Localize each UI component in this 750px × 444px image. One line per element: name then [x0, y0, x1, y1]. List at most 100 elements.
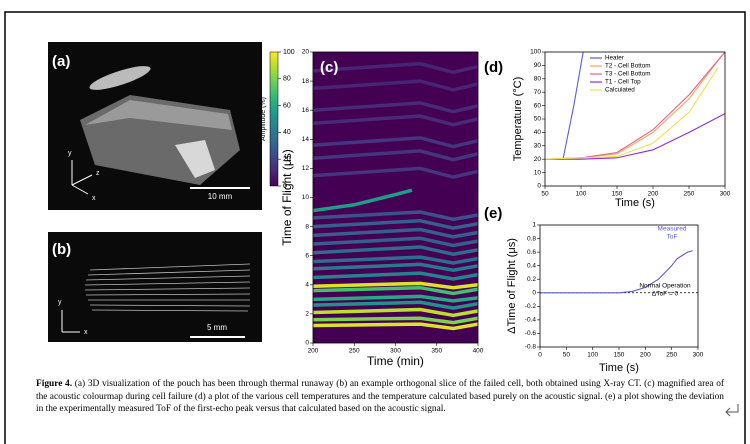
x-tick-label: 100	[587, 352, 598, 359]
echo-band	[313, 101, 478, 114]
x-tick-label: 200	[648, 191, 659, 198]
echo-band	[313, 281, 478, 290]
echo-band	[313, 236, 478, 248]
colorbar-tick-label: 0	[283, 183, 287, 190]
echo-band	[313, 262, 478, 273]
y-tick-label: 1	[532, 222, 536, 229]
x-tick-label: 200	[640, 352, 651, 359]
x-tick-label: 300	[390, 348, 401, 355]
axis-letter: y	[68, 150, 72, 157]
legend-label: T3 - Cell Bottom	[605, 71, 651, 78]
colorbar	[269, 51, 279, 187]
x-axis-label: Time (s)	[599, 362, 639, 374]
y-tick-label: 20	[302, 49, 310, 56]
y-tick-label: 0.4	[527, 262, 536, 269]
y-tick-label: 12	[302, 165, 310, 172]
echo-band	[313, 271, 478, 281]
echo-band	[313, 219, 478, 230]
caption-label: Figure 4.	[36, 379, 73, 389]
x-tick-label: 300	[693, 352, 704, 359]
echo-band	[313, 114, 478, 127]
colorbar-tick-label: 80	[283, 76, 291, 83]
line-series	[540, 250, 693, 294]
echo-band	[313, 294, 478, 303]
colorbar-label: Amplitude (%)	[260, 97, 267, 141]
y-tick-label: 8	[305, 223, 309, 230]
y-tick-label: 14	[302, 136, 310, 143]
x-tick-label: 100	[576, 191, 587, 198]
panel-label: (e)	[484, 205, 502, 222]
y-tick-label: 80	[534, 76, 542, 83]
echo-band	[313, 188, 413, 213]
annotation: Normal Operation	[639, 283, 691, 290]
axis-letter: y	[58, 299, 62, 306]
echo-band	[313, 61, 478, 75]
plot-area	[540, 250, 698, 294]
x-tick-label: 50	[541, 191, 549, 198]
x-tick-label: 400	[473, 348, 484, 355]
x-tick-label: 50	[563, 352, 571, 359]
y-tick-label: 0.6	[527, 249, 536, 256]
y-tick-label: 0.2	[527, 276, 536, 283]
axis-letter: z	[96, 170, 100, 177]
y-tick-label: 40	[534, 129, 542, 136]
y-tick-label: 90	[534, 62, 542, 69]
tab	[175, 140, 215, 178]
echo-band	[313, 149, 478, 162]
disc	[89, 66, 151, 90]
annotation: ToF	[667, 234, 678, 241]
echo-band	[313, 166, 478, 179]
colorbar-tick-label: 60	[283, 102, 291, 109]
x-tick-label: 150	[612, 191, 623, 198]
colorbar-tick-label: 20	[283, 156, 291, 163]
y-tick-label: -0.2	[525, 303, 537, 310]
y-tick-label: -0.8	[525, 344, 537, 351]
y-tick-label: 30	[534, 143, 542, 150]
legend-label: T2 - Cell Bottom	[605, 63, 651, 70]
panel-label: (a)	[52, 53, 70, 70]
y-tick-label: 60	[534, 102, 542, 109]
x-tick-label: 200	[308, 348, 319, 355]
colorbar-tick-label: 100	[283, 49, 295, 56]
legend-label: Calculated	[605, 87, 635, 94]
y-tick-label: 10	[534, 169, 542, 176]
y-tick-label: 70	[534, 89, 542, 96]
caption-text: (a) 3D visualization of the pouch has be…	[36, 379, 725, 414]
y-tick-label: 0	[305, 340, 309, 347]
x-axis-label: Time (min)	[367, 354, 424, 368]
echo-band	[313, 79, 478, 92]
echo-band	[313, 255, 478, 265]
echo-band	[313, 245, 478, 257]
echo-band	[313, 210, 478, 222]
panel-label: (b)	[52, 241, 71, 258]
y-axis-label: ΔTime of Flight (μs)	[506, 238, 518, 334]
y-tick-label: 0	[532, 289, 536, 296]
y-axis-label: Time of Flight (μs)	[280, 149, 294, 245]
y-tick-label: -0.4	[525, 317, 537, 324]
annotation: Measured	[658, 226, 687, 233]
echo-band	[313, 227, 478, 239]
scale-text: 10 mm	[208, 192, 233, 201]
panel-label: (d)	[484, 59, 503, 76]
legend-label: T1 - Cell Top	[605, 79, 641, 86]
line-series	[545, 67, 719, 160]
axis-arrow	[71, 184, 89, 195]
x-axis-label: Time (s)	[615, 197, 655, 209]
panel-label: (c)	[320, 59, 338, 76]
line-series	[545, 113, 725, 160]
plot-area	[545, 52, 725, 160]
x-tick-label: 150	[614, 352, 625, 359]
pouch-top	[85, 100, 232, 130]
page-frame	[4, 11, 746, 444]
caption: Figure 4. (a) 3D visualization of the po…	[36, 378, 724, 416]
x-tick-label: 0	[538, 352, 542, 359]
echo-band	[313, 285, 478, 296]
echo-band	[313, 307, 478, 318]
y-axis-label: Temperature (°C)	[512, 77, 524, 161]
return-icon	[725, 404, 739, 417]
legend-label: Heater	[605, 55, 624, 62]
y-tick-label: 0	[537, 183, 541, 190]
y-tick-label: 0.8	[527, 235, 536, 242]
